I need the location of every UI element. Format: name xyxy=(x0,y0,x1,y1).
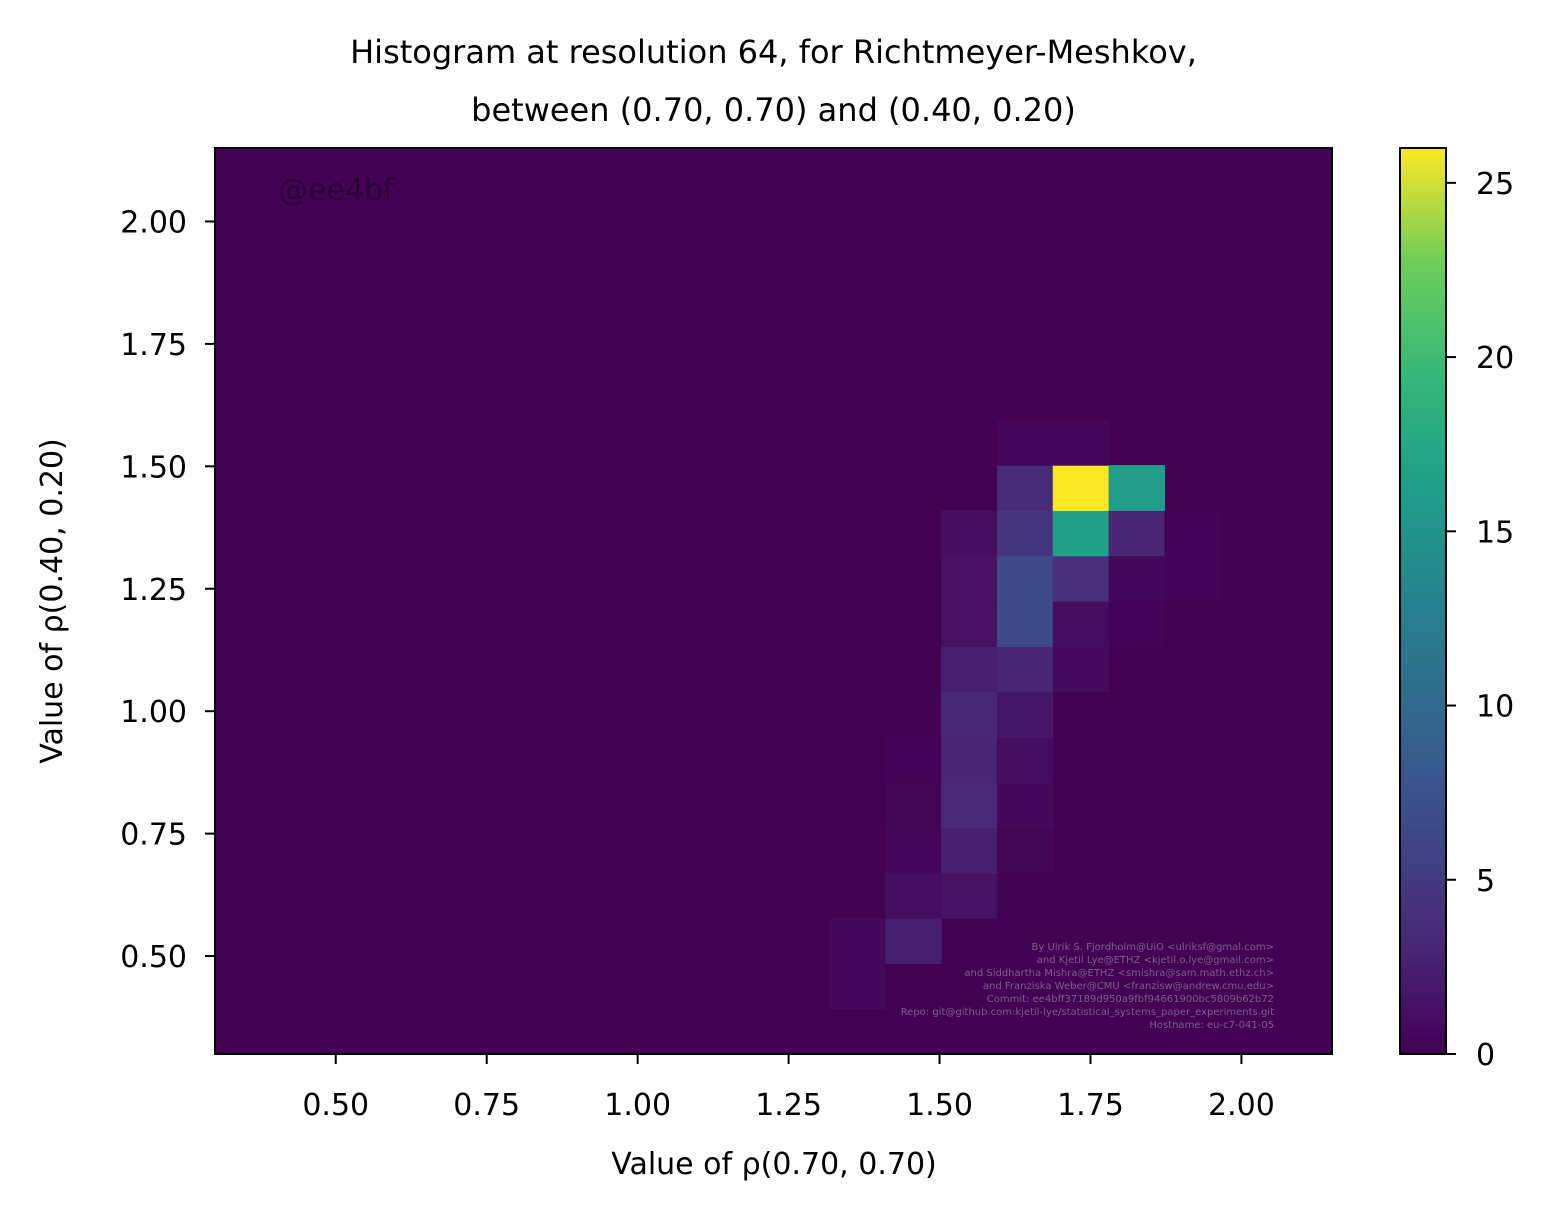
histogram-bin-10 xyxy=(941,736,998,783)
colorbar-tick-label-5: 25 xyxy=(1476,167,1514,202)
histogram-bin-27 xyxy=(1052,601,1110,647)
credits-line-1: and Kjetil Lye@ETHZ <kjetil.o.lye@gmail.… xyxy=(1037,955,1274,966)
credits-line-5: Repo: git@github.com:kjetil-lye/statisti… xyxy=(901,1007,1274,1018)
y-tick-label-2: 1.00 xyxy=(120,695,187,730)
histogram-bin-7 xyxy=(941,872,998,919)
plot-frame xyxy=(214,147,1333,1055)
x-tick-label-3: 1.25 xyxy=(755,1088,822,1123)
histogram-bin-12 xyxy=(941,646,998,693)
histogram-bin-34 xyxy=(1108,510,1166,557)
histogram-bin-11 xyxy=(941,691,998,738)
histogram-bin-28 xyxy=(1052,555,1110,602)
histogram-bin-1 xyxy=(829,918,886,964)
histogram-bin-36 xyxy=(1164,555,1221,602)
histogram-bin-14 xyxy=(941,555,998,602)
chart-title-line-1: Histogram at resolution 64, for Richtmey… xyxy=(350,33,1197,71)
histogram-bin-4 xyxy=(885,827,942,874)
histogram-bin-23 xyxy=(996,510,1054,557)
x-tick-label-1: 0.75 xyxy=(453,1088,520,1123)
histogram-bin-35 xyxy=(1108,465,1166,511)
y-tick-label-3: 1.25 xyxy=(120,573,187,608)
histogram-bin-2 xyxy=(885,918,942,964)
histogram-bin-9 xyxy=(941,782,998,829)
x-tick-label-0: 0.50 xyxy=(302,1088,369,1123)
histogram-bin-24 xyxy=(996,465,1054,511)
histogram-bin-32 xyxy=(1108,601,1166,647)
colorbar-tick-label-4: 20 xyxy=(1476,341,1514,376)
credits-line-4: Commit: ee4bff37189d950a9fbf94661900bc58… xyxy=(987,994,1274,1005)
colorbar xyxy=(1400,148,1446,1054)
histogram-bin-26 xyxy=(1052,646,1110,693)
credits-line-3: and Franziska Weber@CMU <franzisw@andrew… xyxy=(983,981,1274,992)
credits-line-2: and Siddhartha Mishra@ETHZ <smishra@sam.… xyxy=(964,968,1274,979)
credits-line-0: By Ulrik S. Fjordholm@UiO <ulriksf@gmal.… xyxy=(1032,942,1275,953)
colorbar-tick-label-0: 0 xyxy=(1476,1038,1495,1073)
histogram-bin-0 xyxy=(829,963,886,1010)
y-tick-label-4: 1.50 xyxy=(120,450,187,485)
y-tick-label-5: 1.75 xyxy=(120,328,187,363)
histogram-bin-18 xyxy=(996,736,1054,783)
chart-title-line-2: between (0.70, 0.70) and (0.40, 0.20) xyxy=(471,91,1076,129)
histogram-bin-31 xyxy=(1052,419,1110,466)
y-tick-label-6: 2.00 xyxy=(120,205,187,240)
x-axis-label: Value of ρ(0.70, 0.70) xyxy=(611,1147,937,1182)
histogram-bin-33 xyxy=(1108,555,1166,602)
x-tick-label-4: 1.50 xyxy=(906,1088,973,1123)
histogram-bin-15 xyxy=(941,510,998,557)
histogram-bin-16 xyxy=(996,827,1054,874)
histogram-bin-25 xyxy=(996,419,1054,466)
colorbar-tick-label-3: 15 xyxy=(1476,515,1514,550)
histogram-bin-30 xyxy=(1052,465,1110,511)
x-tick-label-5: 1.75 xyxy=(1057,1088,1124,1123)
x-tick-label-2: 1.00 xyxy=(604,1088,671,1123)
y-tick-label-0: 0.50 xyxy=(120,940,187,975)
histogram-bin-21 xyxy=(996,601,1054,647)
x-axis-ticks: 0.50 0.75 1.00 1.25 1.50 1.75 2.00 xyxy=(302,1054,1275,1123)
x-tick-label-6: 2.00 xyxy=(1208,1088,1275,1123)
histogram-bin-29 xyxy=(1052,510,1110,557)
credits-block: By Ulrik S. Fjordholm@UiO <ulriksf@gmal.… xyxy=(901,942,1274,1031)
colorbar-frame xyxy=(1399,147,1447,1055)
histogram-bin-3 xyxy=(885,872,942,919)
histogram-bin-5 xyxy=(885,782,942,829)
y-axis-label: Value of ρ(0.40, 0.20) xyxy=(35,438,70,764)
histogram-bin-22 xyxy=(996,555,1054,602)
colorbar-tick-label-2: 10 xyxy=(1476,690,1514,725)
histogram-bin-8 xyxy=(941,827,998,874)
histogram-bin-17 xyxy=(996,782,1054,829)
commit-tag: @ee4bf xyxy=(278,173,395,208)
histogram-bin-19 xyxy=(996,691,1054,738)
histogram-bin-20 xyxy=(996,646,1054,693)
histogram-bin-6 xyxy=(885,736,942,783)
histogram-bin-13 xyxy=(941,601,998,647)
y-tick-label-1: 0.75 xyxy=(120,818,187,853)
histogram-bins xyxy=(829,419,1221,1010)
histogram-bin-37 xyxy=(1164,510,1221,557)
credits-line-6: Hostname: eu-c7-041-05 xyxy=(1149,1020,1274,1031)
y-axis-ticks: 0.50 0.75 1.00 1.25 1.50 1.75 2.00 xyxy=(120,205,215,975)
colorbar-ticks: 0 5 10 15 20 25 xyxy=(1446,167,1514,1073)
colorbar-tick-label-1: 5 xyxy=(1476,864,1495,899)
